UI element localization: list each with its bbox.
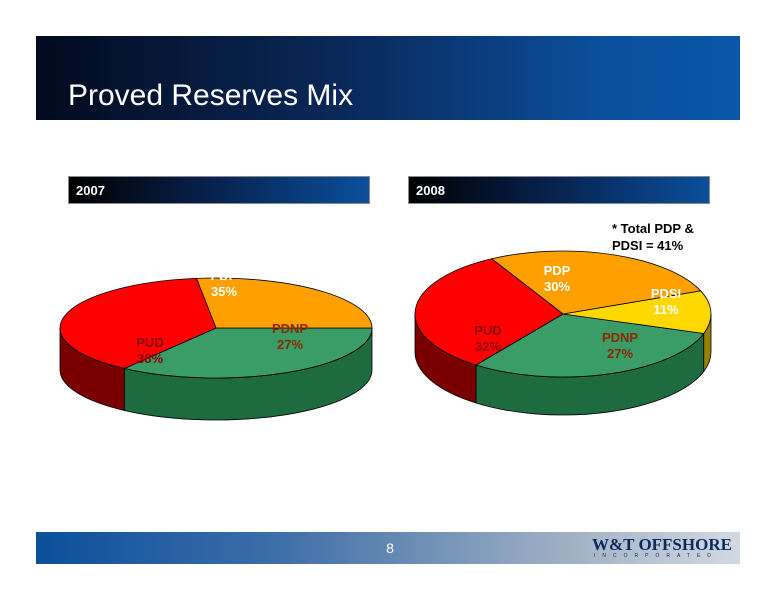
pie-slice-2007-pdp [123,327,373,379]
pie-slice-2007-pud [59,277,217,369]
pie-value-2007-pdp: 35% [211,284,237,299]
pie-slice-2007-pdnp [195,277,373,329]
pie-value-2008-pdp: 30% [544,279,570,294]
pie-value-2008-pdsi: 11% [653,302,679,317]
pie-value-2008-pdnp: 27% [607,346,633,361]
total-note: * Total PDP & PDSI = 41% [612,220,694,254]
pie-slice-2008-pud [414,258,564,366]
pie-label-2008-pdsi: PDSI [651,286,681,301]
footer-bar [36,532,740,564]
logo-wordmark: W&T OFFSHORE [592,535,732,554]
chart-title-2008: 2008 [416,183,445,198]
page-number: 8 [386,540,394,556]
total-note-line2: PDSI = 41% [612,238,684,253]
title-bar: Proved Reserves Mix [36,36,740,120]
pie-label-2008-pud: PUD [474,323,501,338]
pie-label-2007-pdnp: PDNP [272,321,308,336]
pie-value-2008-pud: 32% [475,339,501,354]
pie-slice-2008-pdsi [562,290,712,334]
year-header-2007: 2007 [68,176,370,204]
chart-title-2007: 2007 [76,183,105,198]
pie-label-2008-pdnp: PDNP [602,330,638,345]
pie-label-2007-pdp: PDP [211,268,238,283]
company-logo: W&T OFFSHORE INCORPORATED [592,536,732,562]
pie-slice-2008-pdnp [490,250,702,315]
pie-label-2008-pdp: PDP [544,263,571,278]
year-header-2008: 2008 [408,176,710,204]
logo-subtitle: INCORPORATED [594,553,718,559]
pie-value-2007-pud: 38% [137,351,163,366]
pie-slice-2008-pdp [475,313,705,378]
pie-label-2007-pud: PUD [136,335,163,350]
total-note-line1: * Total PDP & [612,221,694,236]
page-title: Proved Reserves Mix [68,79,354,112]
pie-value-2007-pdnp: 27% [277,337,303,352]
